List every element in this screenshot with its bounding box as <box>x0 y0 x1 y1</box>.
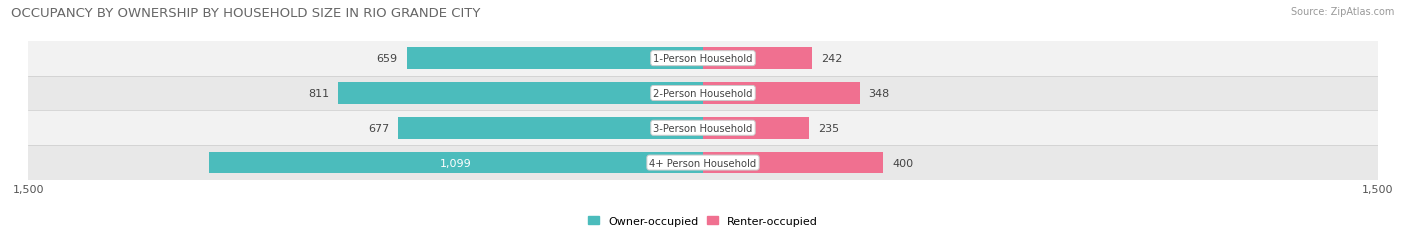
Bar <box>406 48 703 70</box>
Bar <box>398 118 703 139</box>
Bar <box>703 152 883 174</box>
Text: 811: 811 <box>308 88 329 99</box>
Text: 242: 242 <box>821 54 842 64</box>
Text: OCCUPANCY BY OWNERSHIP BY HOUSEHOLD SIZE IN RIO GRANDE CITY: OCCUPANCY BY OWNERSHIP BY HOUSEHOLD SIZE… <box>11 7 481 20</box>
Text: 3-Person Household: 3-Person Household <box>654 123 752 133</box>
Text: 677: 677 <box>368 123 389 133</box>
Text: 235: 235 <box>818 123 839 133</box>
Bar <box>28 111 1378 146</box>
Bar <box>703 83 859 104</box>
Text: 4+ Person Household: 4+ Person Household <box>650 158 756 168</box>
Text: 400: 400 <box>891 158 912 168</box>
Legend: Owner-occupied, Renter-occupied: Owner-occupied, Renter-occupied <box>583 211 823 230</box>
Text: 659: 659 <box>377 54 398 64</box>
Bar <box>703 48 811 70</box>
Bar <box>337 83 703 104</box>
Text: 348: 348 <box>869 88 890 99</box>
Text: 2-Person Household: 2-Person Household <box>654 88 752 99</box>
Text: 1-Person Household: 1-Person Household <box>654 54 752 64</box>
Bar <box>703 118 808 139</box>
Text: Source: ZipAtlas.com: Source: ZipAtlas.com <box>1291 7 1395 17</box>
Bar <box>28 146 1378 180</box>
Text: 1,099: 1,099 <box>440 158 471 168</box>
Bar <box>28 76 1378 111</box>
Bar <box>28 42 1378 76</box>
Bar <box>208 152 703 174</box>
